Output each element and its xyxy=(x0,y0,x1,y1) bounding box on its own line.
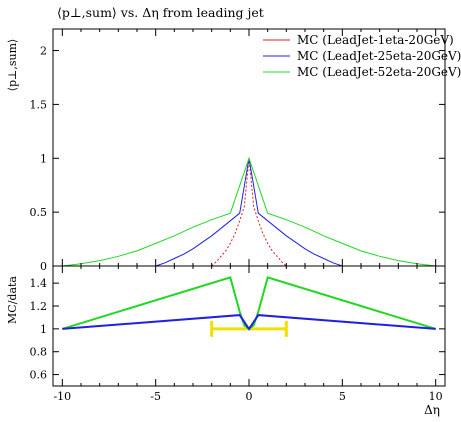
ratio-plot-curves xyxy=(62,276,436,337)
ratio-y-tick-label: 1.4 xyxy=(30,277,48,290)
y-tick-label: 0.5 xyxy=(30,206,48,219)
legend-label: MC (LeadJet-1eta-20GeV) xyxy=(297,33,454,47)
x-tick-label: -10 xyxy=(53,390,71,403)
ratio-line-1 xyxy=(62,276,436,331)
series-line-3 xyxy=(62,156,436,267)
y-tick-label: 2 xyxy=(40,45,47,58)
ratio-plot-panel: 0.6 0.8 1 1.2 1.4 -10 -5 0 5 10 MC/data Δη xyxy=(6,265,446,417)
x-axis: -10 -5 0 5 10 xyxy=(53,266,443,403)
y-tick-label: 1 xyxy=(40,152,47,165)
main-plot-curves xyxy=(62,156,436,267)
chart-title: ⟨p⊥,sum⟩ vs. Δη from leading jet xyxy=(57,5,264,20)
ratio-y-tick-label: 0.8 xyxy=(30,346,48,359)
legend-label: MC (LeadJet-52eta-20GeV) xyxy=(297,65,461,79)
ratio-line-2 xyxy=(62,314,436,331)
x-tick-label: 10 xyxy=(429,390,443,403)
legend-label: MC (LeadJet-25eta-20GeV) xyxy=(297,49,461,63)
x-axis-label: Δη xyxy=(424,403,440,417)
y-tick-label: 0 xyxy=(40,260,47,273)
series-line-2 xyxy=(155,158,343,267)
ratio-y-axis: 0.6 0.8 1 1.2 1.4 xyxy=(30,277,445,382)
main-y-axis-label: ⟨p⊥,sum⟩ xyxy=(6,39,19,92)
x-tick-label: -5 xyxy=(150,390,161,403)
legend: MC (LeadJet-1eta-20GeV) MC (LeadJet-25eta… xyxy=(263,33,461,79)
ratio-y-axis-label: MC/data xyxy=(6,276,19,324)
series-line-1 xyxy=(211,158,287,267)
ratio-y-tick-label: 1.2 xyxy=(30,300,48,313)
ratio-y-tick-label: 0.6 xyxy=(30,369,48,382)
y-tick-label: 1.5 xyxy=(30,98,48,111)
x-tick-label: 0 xyxy=(246,390,253,403)
x-tick-label: 5 xyxy=(339,390,346,403)
ratio-y-tick-label: 1 xyxy=(40,323,47,336)
